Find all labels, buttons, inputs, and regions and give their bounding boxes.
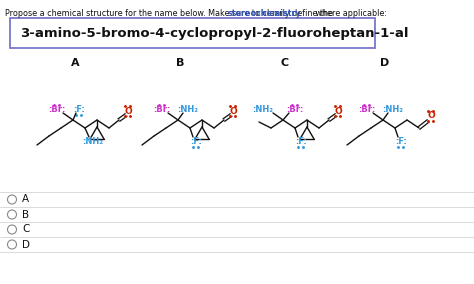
FancyBboxPatch shape	[10, 18, 375, 48]
Text: Propose a chemical structure for the name below. Make sure to clearly define the: Propose a chemical structure for the nam…	[5, 9, 336, 18]
Text: O: O	[427, 112, 435, 120]
Text: A: A	[71, 58, 79, 68]
Text: where applicable:: where applicable:	[313, 9, 387, 18]
Text: :NH₂: :NH₂	[177, 105, 199, 114]
Text: :NH₂: :NH₂	[383, 105, 403, 114]
Text: D: D	[380, 58, 390, 68]
Text: :Br:: :Br:	[286, 105, 304, 114]
Text: C: C	[22, 224, 29, 235]
Text: O: O	[124, 106, 132, 116]
Text: :F:: :F:	[395, 137, 407, 147]
Text: :Br:: :Br:	[153, 105, 171, 114]
Text: :F:: :F:	[73, 105, 85, 114]
Text: B: B	[176, 58, 184, 68]
Text: O: O	[334, 106, 342, 116]
Text: :Br:: :Br:	[358, 105, 376, 114]
Text: 3-amino-5-bromo-4-cyclopropyl-2-fluoroheptan-1-al: 3-amino-5-bromo-4-cyclopropyl-2-fluorohe…	[20, 26, 409, 39]
Text: B: B	[22, 210, 29, 220]
Text: :Br:: :Br:	[48, 105, 66, 114]
Text: C: C	[281, 58, 289, 68]
Text: :NH₂: :NH₂	[82, 137, 103, 147]
Text: D: D	[22, 239, 30, 250]
Text: O: O	[229, 106, 237, 116]
Text: :NH₂: :NH₂	[253, 105, 273, 114]
Text: A: A	[22, 195, 29, 204]
Text: stereochemistry: stereochemistry	[228, 9, 302, 18]
Text: :F:: :F:	[190, 137, 202, 147]
Text: :F:: :F:	[295, 137, 307, 147]
